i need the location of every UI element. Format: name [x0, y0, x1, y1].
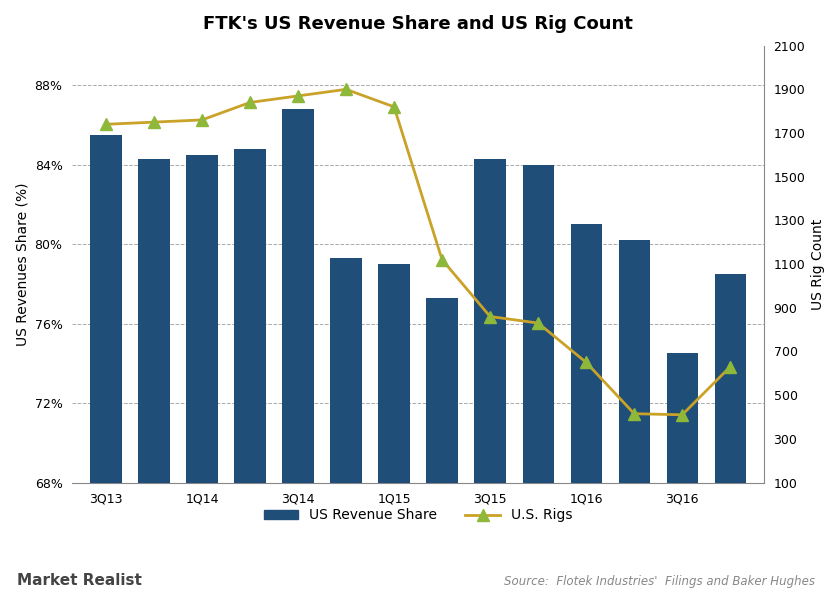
Bar — [475, 159, 506, 600]
Bar — [618, 240, 650, 600]
Y-axis label: US Revenues Share (%): US Revenues Share (%) — [15, 182, 29, 346]
Bar — [330, 258, 362, 600]
Text: Source:  Flotek Industries'  Filings and Baker Hughes: Source: Flotek Industries' Filings and B… — [504, 575, 815, 588]
Legend: US Revenue Share, U.S. Rigs: US Revenue Share, U.S. Rigs — [258, 503, 578, 528]
Bar — [186, 155, 218, 600]
Bar — [379, 264, 410, 600]
Bar — [90, 135, 122, 600]
Bar — [667, 353, 698, 600]
Text: Market Realist: Market Realist — [17, 573, 142, 588]
Title: FTK's US Revenue Share and US Rig Count: FTK's US Revenue Share and US Rig Count — [203, 15, 633, 33]
Bar — [139, 159, 170, 600]
Bar — [570, 224, 601, 600]
Bar — [282, 109, 313, 600]
Bar — [234, 149, 265, 600]
Bar — [427, 298, 458, 600]
Y-axis label: US Rig Count: US Rig Count — [811, 218, 825, 310]
Bar — [522, 165, 554, 600]
Bar — [715, 274, 746, 600]
